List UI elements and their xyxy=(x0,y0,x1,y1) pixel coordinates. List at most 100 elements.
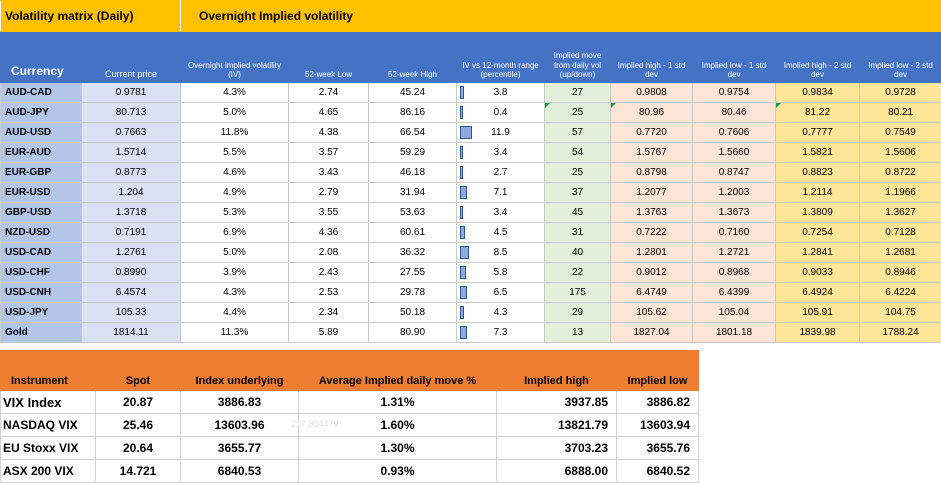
high-1std-cell: 105.62 xyxy=(611,303,693,323)
move-cell: 29 xyxy=(545,303,611,323)
low-cell: 5.89 xyxy=(289,323,369,343)
high-cell: 31.94 xyxy=(369,183,457,203)
low-2std-cell: 1.3627 xyxy=(860,203,941,223)
high-1std-cell: 1.2801 xyxy=(611,243,693,263)
iv-cell: 5.0% xyxy=(181,243,289,263)
avg-move-cell: 1.30% xyxy=(299,437,497,460)
high-1std-cell: 1.5767 xyxy=(611,143,693,163)
header-currency: Currency xyxy=(1,32,82,83)
price-cell: 0.8773 xyxy=(82,163,181,183)
price-cell: 0.9781 xyxy=(82,83,181,103)
low-cell: 3.55 xyxy=(289,203,369,223)
high-2std-cell: 1.2841 xyxy=(776,243,860,263)
vix-header-row: Instrument Spot Index underlying Average… xyxy=(1,372,699,391)
price-cell: 1.3718 xyxy=(82,203,181,223)
high-2std-cell: 0.7254 xyxy=(776,223,860,243)
high-1std-cell: 0.9012 xyxy=(611,263,693,283)
underlying-cell: 13603.96 xyxy=(181,414,299,437)
high-2std-cell: 1839.98 xyxy=(776,323,860,343)
vix-table: Instrument Spot Index underlying Average… xyxy=(0,350,699,483)
faint-cell-value: 217.834479 xyxy=(291,419,339,429)
underlying-cell: 6840.53 xyxy=(181,460,299,483)
price-cell: 0.7663 xyxy=(82,123,181,143)
low-2std-cell: 0.7128 xyxy=(860,223,941,243)
high-2std-cell: 81.22 xyxy=(776,103,860,123)
price-cell: 0.7191 xyxy=(82,223,181,243)
percentile-cell: 3.8 xyxy=(457,83,545,103)
high-cell: 29.78 xyxy=(369,283,457,303)
percentile-value: 8.5 xyxy=(494,247,508,258)
iv-cell: 6.9% xyxy=(181,223,289,243)
low-1std-cell: 6.4399 xyxy=(693,283,776,303)
high-cell: 50.18 xyxy=(369,303,457,323)
low-1std-cell: 1.3673 xyxy=(693,203,776,223)
low-2std-cell: 0.7549 xyxy=(860,123,941,143)
high-1std-cell: 0.7222 xyxy=(611,223,693,243)
move-cell: 54 xyxy=(545,143,611,163)
instrument-cell: VIX Index xyxy=(1,391,96,414)
currency-cell: USD-CHF xyxy=(1,263,82,283)
price-cell: 1.5714 xyxy=(82,143,181,163)
underlying-cell: 3886.83 xyxy=(181,391,299,414)
percentile-cell: 5.8 xyxy=(457,263,545,283)
high-cell: 46.18 xyxy=(369,163,457,183)
header-implied-move: Implied move from daily vol (up/down) xyxy=(545,32,611,83)
header-high-2std: Implied high - 2 std dev xyxy=(776,32,860,83)
price-cell: 1.2761 xyxy=(82,243,181,263)
move-cell: 27 xyxy=(545,83,611,103)
high-cell: 59.29 xyxy=(369,143,457,163)
currency-cell: AUD-USD xyxy=(1,123,82,143)
high-2std-cell: 1.2114 xyxy=(776,183,860,203)
vix-header-implied-low: Implied low xyxy=(617,372,699,391)
low-1std-cell: 80.46 xyxy=(693,103,776,123)
matrix-title-row: Volatility matrix (Daily) Overnight Impl… xyxy=(1,1,941,32)
low-2std-cell: 104.75 xyxy=(860,303,941,323)
iv-cell: 4.3% xyxy=(181,283,289,303)
low-2std-cell: 1788.24 xyxy=(860,323,941,343)
percentile-cell: 3.4 xyxy=(457,143,545,163)
instrument-cell: NASDAQ VIX xyxy=(1,414,96,437)
currency-cell: GBP-USD xyxy=(1,203,82,223)
low-cell: 3.43 xyxy=(289,163,369,183)
high-1std-cell: 0.9808 xyxy=(611,83,693,103)
percentile-bar xyxy=(460,326,467,339)
percentile-bar xyxy=(460,266,466,279)
percentile-cell: 8.5 xyxy=(457,243,545,263)
matrix-header-row: Currency Current price Overnight implied… xyxy=(1,32,941,83)
percentile-value: 7.1 xyxy=(494,187,508,198)
percentile-bar xyxy=(460,246,469,259)
low-1std-cell: 1.2003 xyxy=(693,183,776,203)
currency-cell: NZD-USD xyxy=(1,223,82,243)
currency-cell: AUD-JPY xyxy=(1,103,82,123)
currency-cell: USD-CNH xyxy=(1,283,82,303)
implied-high-cell: 6888.00 xyxy=(497,460,617,483)
percentile-cell: 4.5 xyxy=(457,223,545,243)
price-cell: 1814.11 xyxy=(82,323,181,343)
move-cell: 13 xyxy=(545,323,611,343)
high-1std-cell: 0.7720 xyxy=(611,123,693,143)
percentile-bar xyxy=(460,166,463,179)
low-1std-cell: 0.8968 xyxy=(693,263,776,283)
implied-low-cell: 3886.82 xyxy=(617,391,699,414)
low-2std-cell: 80.21 xyxy=(860,103,941,123)
percentile-bar xyxy=(460,106,463,119)
iv-cell: 11.8% xyxy=(181,123,289,143)
low-1std-cell: 1.2721 xyxy=(693,243,776,263)
percentile-cell: 7.1 xyxy=(457,183,545,203)
low-1std-cell: 0.8747 xyxy=(693,163,776,183)
move-cell: 22 xyxy=(545,263,611,283)
high-cell: 53.63 xyxy=(369,203,457,223)
avg-move-cell: 1.31% xyxy=(299,391,497,414)
